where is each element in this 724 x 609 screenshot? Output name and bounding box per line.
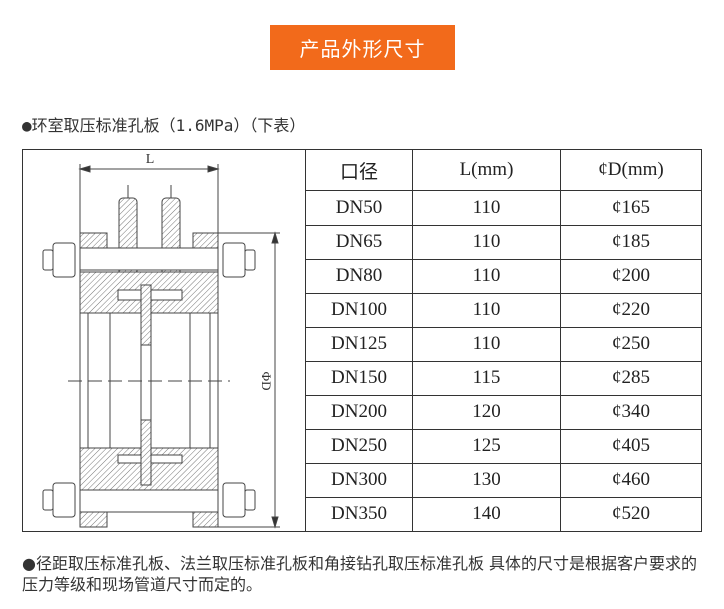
diameter-label: ΦD — [259, 372, 274, 391]
cell-length: 125 — [412, 428, 561, 464]
cell-length: 115 — [412, 360, 561, 396]
cell-diameter: ¢340 — [560, 394, 702, 430]
arrow-left-icon — [78, 165, 91, 173]
flange — [79, 511, 108, 528]
header-size: 口径 — [305, 148, 413, 192]
nut — [42, 242, 76, 278]
table-row: DN300 130 ¢460 — [305, 462, 702, 498]
bottom-bolt — [79, 489, 219, 513]
cell-size: DN50 — [305, 190, 413, 226]
table-row: DN65 110 ¢185 — [305, 224, 702, 260]
table-row: DN150 115 ¢285 — [305, 360, 702, 396]
arrow-up-icon — [271, 231, 279, 244]
cell-diameter: ¢220 — [560, 292, 702, 328]
cell-size: DN80 — [305, 258, 413, 294]
section-subtitle: ●环室取压标准孔板（1.6MPa）（下表） — [22, 116, 306, 135]
cell-length: 110 — [412, 292, 561, 328]
table-row: DN125 110 ¢250 — [305, 326, 702, 362]
table-row: DN200 120 ¢340 — [305, 394, 702, 430]
cell-length: 110 — [412, 224, 561, 260]
cell-length: 130 — [412, 462, 561, 498]
cell-size: DN150 — [305, 360, 413, 396]
top-bolt — [79, 247, 219, 271]
table-row: DN50 110 ¢165 — [305, 190, 702, 226]
length-label: L — [146, 152, 155, 167]
cell-length: 140 — [412, 496, 561, 533]
header-diameter: ¢D(mm) — [560, 148, 702, 192]
cell-diameter: ¢520 — [560, 496, 702, 533]
cell-length: 110 — [412, 190, 561, 226]
cell-diameter: ¢165 — [560, 190, 702, 226]
table-row: DN100 110 ¢220 — [305, 292, 702, 328]
cell-size: DN300 — [305, 462, 413, 498]
nut — [222, 242, 256, 278]
cell-diameter: ¢285 — [560, 360, 702, 396]
nut — [222, 482, 256, 518]
cell-length: 110 — [412, 258, 561, 294]
flange — [79, 232, 108, 249]
table-row: DN250 125 ¢405 — [305, 428, 702, 464]
nut — [42, 482, 76, 518]
table-row: DN80 110 ¢200 — [305, 258, 702, 294]
arrow-down-icon — [271, 516, 279, 529]
cell-diameter: ¢250 — [560, 326, 702, 362]
flange — [192, 232, 219, 249]
arrow-right-icon — [207, 165, 220, 173]
cell-diameter: ¢405 — [560, 428, 702, 464]
section-banner: 产品外形尺寸 — [270, 25, 455, 70]
cell-diameter: ¢185 — [560, 224, 702, 260]
table-row: DN350 140 ¢520 — [305, 496, 702, 533]
cell-size: DN65 — [305, 224, 413, 260]
cell-size: DN350 — [305, 496, 413, 533]
header-length: L(mm) — [412, 148, 561, 192]
dimension-table: 口径 L(mm) ¢D(mm) DN50 110 ¢165 DN65 110 ¢185 DN… — [305, 148, 702, 533]
cell-length: 120 — [412, 394, 561, 430]
cell-diameter: ¢200 — [560, 258, 702, 294]
flange — [192, 511, 219, 528]
table-header-row: 口径 L(mm) ¢D(mm) — [305, 148, 702, 192]
cell-size: DN125 — [305, 326, 413, 362]
footnote: ●径距取压标准孔板、法兰取压标准孔板和角接钻孔取压标准孔板 具体的尺寸是根据客户… — [22, 554, 698, 594]
cell-size: DN250 — [305, 428, 413, 464]
cell-size: DN200 — [305, 394, 413, 430]
cell-diameter: ¢460 — [560, 462, 702, 498]
cell-size: DN100 — [305, 292, 413, 328]
cell-length: 110 — [412, 326, 561, 362]
